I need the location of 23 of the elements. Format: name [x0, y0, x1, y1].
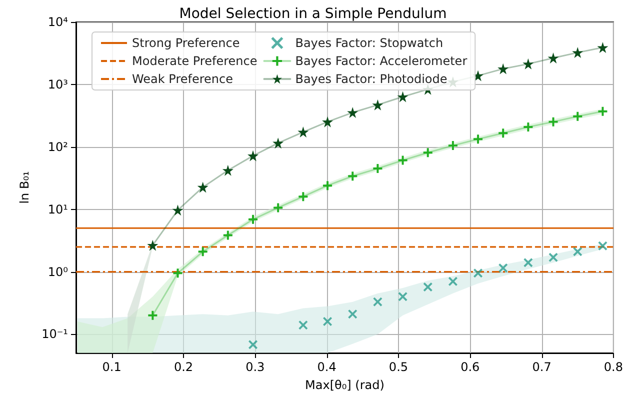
x-tick-label: 0.6 [460, 360, 480, 374]
x-tick-label: 0.5 [388, 360, 408, 374]
y-tick-label: 10¹ [48, 202, 68, 216]
x-tick-label: 0.1 [102, 360, 122, 374]
y-tick-label: 10⁰ [48, 264, 68, 279]
x-tick-label: 0.3 [246, 360, 265, 374]
x-tick-label: 0.7 [532, 360, 552, 374]
y-tick-label: 10³ [48, 77, 68, 92]
x-tick-label: 0.2 [174, 360, 194, 374]
legend-label: Bayes Factor: Photodiode [295, 72, 448, 86]
chart-title: Model Selection in a Simple Pendulum [179, 6, 447, 22]
x-tick-label: 0.8 [604, 360, 624, 374]
x-axis-title: Max[θ₀] (rad) [305, 378, 384, 392]
y-tick-label: 10⁻¹ [42, 327, 68, 342]
y-tick-label: 10² [48, 140, 68, 154]
legend-label: Bayes Factor: Stopwatch [295, 36, 444, 50]
legend-label: Weak Preference [132, 72, 233, 86]
y-axis-title: ln B₀₁ [18, 171, 32, 204]
y-tick-label: 10⁴ [48, 15, 68, 29]
legend-label: Strong Preference [132, 36, 240, 50]
legend-label: Moderate Preference [132, 54, 258, 68]
legend-label: Bayes Factor: Accelerometer [295, 54, 468, 68]
x-tick-label: 0.4 [317, 360, 336, 374]
